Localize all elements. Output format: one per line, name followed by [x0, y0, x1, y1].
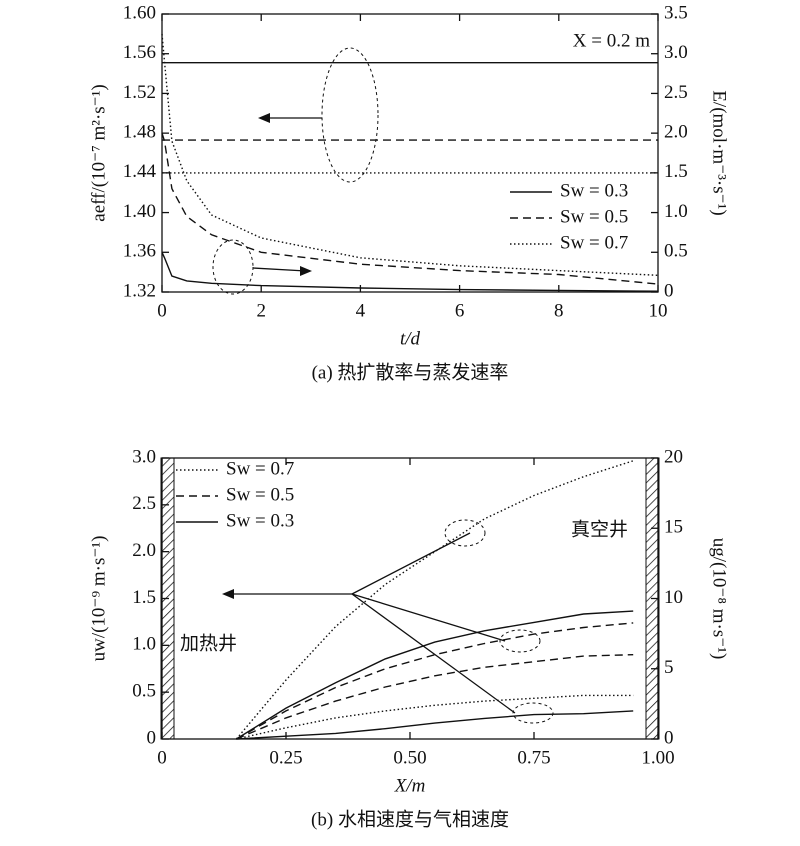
y-tick-label: 1.5: [664, 161, 688, 182]
y-tick-label: 1.40: [123, 201, 156, 222]
arrow: [252, 267, 307, 272]
legend-label: Sw = 0.5: [560, 206, 628, 227]
caption: (a) 热扩散率与蒸发速率: [312, 361, 509, 383]
y-tick-label: 2.5: [664, 82, 688, 103]
y-tick-label: 20: [664, 446, 683, 467]
x-tick-label: 1.00: [641, 747, 674, 768]
y-tick-label: 10: [664, 587, 683, 608]
y-tick-label: 3.0: [132, 446, 156, 467]
pointer-lines: [351, 532, 516, 714]
y-tick-label: 3.0: [664, 42, 688, 63]
series-line: [161, 33, 659, 276]
x-tick-label: 0.50: [393, 747, 426, 768]
arrow-head: [300, 266, 312, 276]
series-line: [161, 132, 659, 285]
y2-axis-label: ug/(10⁻⁸ m·s⁻¹): [709, 538, 730, 660]
y-tick-label: 0: [147, 727, 157, 748]
y-tick-label: 0.5: [664, 241, 688, 262]
x-tick-label: 8: [554, 300, 564, 321]
arrow-head: [222, 589, 234, 599]
highlight-ellipse: [444, 519, 486, 547]
series-line: [235, 460, 634, 740]
plot-frame: [161, 13, 659, 293]
highlight-ellipse: [212, 239, 254, 295]
x-tick-label: 2: [256, 300, 266, 321]
legend-label: Sw = 0.3: [560, 180, 628, 201]
series-line: [236, 610, 634, 740]
y-tick-label: 1.52: [123, 82, 156, 103]
y-tick-label: 2.5: [132, 493, 156, 514]
annotation: 加热井: [180, 633, 237, 655]
highlight-ellipse: [321, 47, 379, 183]
y-axis-label: uw/(10⁻⁹ m·s⁻¹): [88, 536, 109, 662]
legend-label: Sw = 0.7: [226, 458, 294, 479]
annotation: X = 0.2 m: [573, 30, 650, 51]
y-axis-label: aeff/(10⁻⁷ m²·s⁻¹): [88, 84, 109, 221]
y-tick-label: 5: [664, 657, 674, 678]
y-tick-label: 15: [664, 517, 683, 538]
arrow-head: [258, 113, 270, 123]
x-tick-label: 4: [356, 300, 366, 321]
x-tick-label: 0.75: [517, 747, 550, 768]
series-line: [236, 710, 634, 740]
series-line: [236, 622, 634, 740]
x-tick-label: 0: [157, 300, 167, 321]
y-tick-label: 0.5: [132, 681, 156, 702]
x-axis-label: t/d: [400, 328, 421, 349]
y-tick-label: 0: [664, 727, 674, 748]
annotation: 真空井: [571, 519, 628, 541]
y-tick-label: 1.56: [123, 42, 156, 63]
legend-label: Sw = 0.7: [560, 232, 628, 253]
y-tick-label: 3.5: [664, 2, 688, 23]
y-tick-label: 1.0: [664, 201, 688, 222]
series-line: [161, 252, 659, 292]
y-tick-label: 0: [664, 280, 674, 301]
x-tick-label: 0: [157, 747, 167, 768]
legend-label: Sw = 0.5: [226, 484, 294, 505]
y-tick-label: 1.60: [123, 2, 156, 23]
caption: (b) 水相速度与气相速度: [311, 808, 509, 830]
y-tick-label: 1.32: [123, 280, 156, 301]
y-tick-label: 1.5: [132, 587, 156, 608]
series-line: [236, 694, 634, 740]
highlight-ellipse: [512, 702, 554, 724]
y2-axis-label: E/(mol·m⁻³·s⁻¹): [709, 90, 730, 215]
highlight-ellipse: [499, 629, 541, 653]
x-tick-label: 10: [649, 300, 668, 321]
y-tick-label: 2.0: [664, 122, 688, 143]
x-axis-label: X/m: [394, 775, 426, 796]
y-tick-label: 1.48: [123, 122, 156, 143]
y-tick-label: 1.36: [123, 241, 156, 262]
x-tick-label: 0.25: [269, 747, 302, 768]
x-tick-label: 6: [455, 300, 465, 321]
y-tick-label: 2.0: [132, 540, 156, 561]
y-tick-label: 1.44: [123, 161, 157, 182]
series-line: [236, 654, 634, 740]
y-tick-label: 1.0: [132, 634, 156, 655]
legend-label: Sw = 0.3: [226, 510, 294, 531]
